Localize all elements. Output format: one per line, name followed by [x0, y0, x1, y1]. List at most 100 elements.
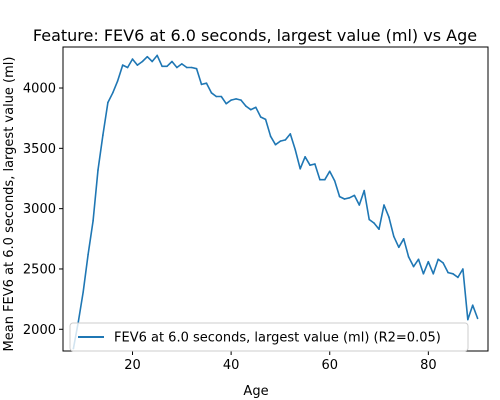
data-point — [402, 238, 405, 240]
y-axis-ticks: 2000 2500 3000 3500 4000 — [23, 82, 63, 338]
data-point — [348, 197, 351, 199]
data-point — [112, 92, 114, 94]
data-point — [97, 169, 99, 171]
data-point — [343, 198, 346, 200]
data-point — [289, 133, 292, 135]
data-point — [259, 116, 262, 118]
data-point — [279, 140, 282, 142]
data-point — [407, 256, 410, 258]
data-point — [328, 170, 331, 173]
data-point — [126, 66, 129, 69]
data-point — [161, 65, 163, 68]
x-tick-label: 60 — [321, 358, 338, 373]
data-point — [368, 218, 371, 221]
data-point — [136, 64, 139, 66]
data-point — [230, 99, 232, 101]
data-point — [186, 66, 188, 69]
series-layer — [72, 54, 479, 350]
data-point — [107, 101, 109, 104]
data-point — [82, 291, 84, 293]
data-point — [373, 222, 375, 224]
data-point — [195, 67, 198, 70]
y-tick-label: 4000 — [23, 82, 56, 97]
data-point — [471, 304, 474, 307]
data-point — [378, 228, 380, 230]
x-axis-ticks: 20 40 60 80 — [124, 351, 437, 373]
data-point — [299, 168, 302, 170]
data-point — [87, 253, 89, 256]
data-point — [338, 195, 341, 198]
data-point — [255, 106, 257, 109]
data-point — [383, 204, 385, 206]
data-point — [77, 321, 80, 323]
data-point — [166, 65, 168, 68]
data-point — [205, 82, 208, 84]
data-point — [388, 216, 390, 218]
data-point — [176, 66, 178, 69]
data-point — [269, 135, 272, 138]
data-point — [131, 58, 134, 60]
x-axis-label: Age — [243, 384, 268, 399]
data-point — [447, 271, 449, 274]
y-tick-label: 3000 — [23, 202, 56, 217]
data-point — [284, 139, 287, 141]
data-point — [121, 64, 124, 66]
data-point — [181, 63, 183, 65]
data-point — [146, 55, 149, 58]
data-point — [274, 143, 277, 146]
y-tick-label: 2000 — [23, 323, 56, 338]
x-tick-label: 80 — [420, 358, 437, 373]
data-point — [333, 180, 336, 182]
y-axis-label: Mean FEV6 at 6.0 seconds, largest value … — [2, 57, 17, 352]
data-point — [151, 60, 153, 63]
data-point — [412, 265, 415, 268]
data-point — [432, 273, 435, 275]
data-point — [437, 258, 440, 261]
data-point — [210, 92, 213, 94]
data-point — [309, 164, 311, 166]
data-point — [319, 178, 321, 181]
data-point — [358, 204, 361, 206]
data-point — [200, 83, 203, 86]
data-point — [92, 219, 94, 222]
y-tick-label: 2500 — [23, 262, 56, 277]
data-point — [467, 318, 469, 321]
data-point — [235, 98, 237, 100]
legend-label: FEV6 at 6.0 seconds, largest value (ml) … — [114, 331, 441, 346]
data-point — [398, 246, 400, 249]
data-point — [240, 99, 242, 101]
data-point — [245, 105, 247, 107]
x-tick-label: 20 — [124, 358, 141, 373]
data-point — [156, 54, 158, 57]
data-point — [250, 108, 252, 111]
data-point — [457, 276, 459, 279]
data-point — [314, 163, 316, 165]
data-point — [363, 189, 366, 192]
data-point — [225, 102, 227, 105]
legend: FEV6 at 6.0 seconds, largest value (ml) … — [69, 322, 469, 352]
data-point — [141, 60, 144, 63]
data-point — [422, 273, 425, 275]
data-point — [427, 260, 430, 263]
data-point — [353, 194, 356, 197]
data-point — [442, 262, 444, 264]
y-tick-label: 3500 — [23, 142, 56, 157]
legend-box — [69, 322, 469, 352]
data-point — [116, 80, 119, 82]
data-point — [393, 235, 395, 238]
data-point — [417, 258, 420, 261]
data-point — [476, 317, 479, 320]
data-point — [190, 66, 193, 69]
data-point — [102, 134, 104, 136]
data-point — [264, 118, 267, 121]
chart-title: Feature: FEV6 at 6.0 seconds, largest va… — [33, 26, 477, 45]
data-point — [462, 268, 464, 270]
x-tick-label: 40 — [223, 358, 240, 373]
data-point — [304, 156, 306, 158]
data-point — [171, 60, 173, 63]
data-point — [294, 148, 297, 151]
data-point — [220, 95, 223, 98]
data-point — [215, 95, 218, 98]
data-point — [324, 178, 326, 181]
